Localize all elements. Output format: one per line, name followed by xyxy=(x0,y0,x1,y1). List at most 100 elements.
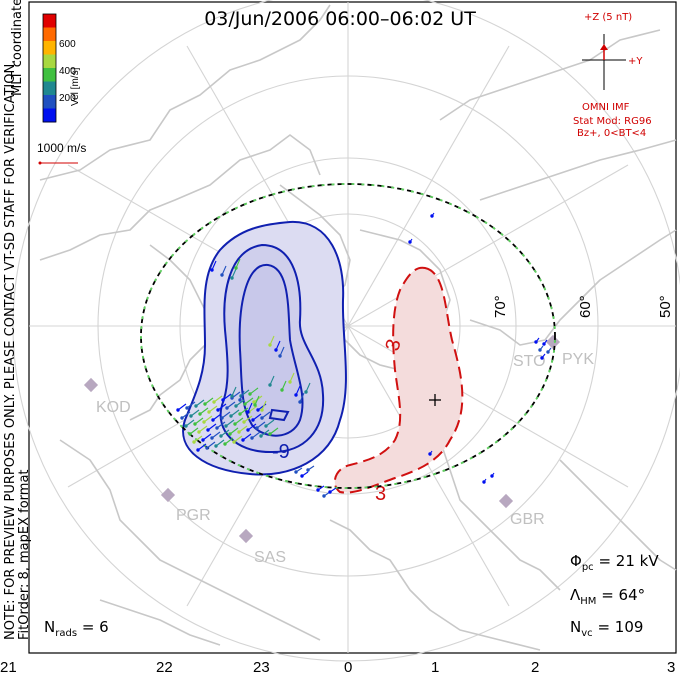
velocity-vector-origin xyxy=(238,412,242,416)
meridian-grid xyxy=(29,2,676,653)
color-bar-band xyxy=(43,14,56,28)
mlt-tick-0: 0 xyxy=(344,659,352,674)
imf-clock xyxy=(582,34,626,90)
velocity-vector-origin xyxy=(260,408,264,412)
mlt-tick-21: 21 xyxy=(0,659,17,674)
nrads-sub: rads xyxy=(55,628,78,639)
station-marker-kod xyxy=(83,377,99,393)
velocity-vector-origin xyxy=(216,408,220,412)
lat-label-50: 50° xyxy=(657,295,674,318)
velocity-vector-origin xyxy=(259,434,263,438)
color-bar-band xyxy=(43,68,56,82)
mlt-tick-22: 22 xyxy=(156,659,173,674)
velocity-vector-origin xyxy=(219,434,223,438)
velocity-vector-origin xyxy=(230,276,234,280)
velocity-vector-origin xyxy=(221,398,225,402)
velocity-vector-origin xyxy=(234,404,238,408)
velocity-vector-origin xyxy=(298,400,302,404)
velocity-vector-origin xyxy=(546,350,550,354)
velocity-vector-origin xyxy=(238,398,242,402)
velocity-vector-origin xyxy=(534,340,538,344)
velocity-vector-origin xyxy=(268,343,272,347)
preview-note-line1: NOTE: FOR PREVIEW PURPOSES ONLY. PLEASE … xyxy=(3,59,18,640)
coast-siberia xyxy=(439,29,661,121)
coast-scandinavia xyxy=(469,229,677,346)
lat-label-70: 70° xyxy=(492,295,509,318)
mlt-axis: 21 22 23 0 1 2 3 xyxy=(0,659,675,674)
mlt-tick-3: 3 xyxy=(667,659,675,674)
velocity-vector-origin xyxy=(241,438,245,442)
coast-greenland-w xyxy=(279,184,351,301)
phi-pc-stat: Φpc = 21 kV xyxy=(570,552,659,573)
color-bar-tick-200: 200 xyxy=(59,93,76,104)
velocity-vector-origin xyxy=(408,240,412,244)
velocity-vector-origin xyxy=(248,392,252,396)
velocity-vector-origin xyxy=(202,420,206,424)
velocity-vector-origin xyxy=(228,432,232,436)
positive-max-marker xyxy=(429,394,441,406)
color-bar-tick-600: 600 xyxy=(59,39,76,50)
velocity-vector-origin xyxy=(210,268,214,272)
mlt-tick-1: 1 xyxy=(431,659,439,674)
velocity-vector-origin xyxy=(274,348,278,352)
coast-lower-mid xyxy=(329,519,541,651)
nvc-value: = 109 xyxy=(597,618,644,636)
plot-frame xyxy=(28,1,677,654)
velocity-vector-origin xyxy=(211,418,215,422)
velocity-vector-origin xyxy=(212,400,216,404)
velocity-vector-origin xyxy=(242,420,246,424)
velocity-vector-origin xyxy=(253,403,257,407)
station-label-gbr: GBR xyxy=(510,511,545,528)
phi-value: = 21 kV xyxy=(598,552,659,570)
velocity-vector-origin xyxy=(220,273,224,277)
map-title: 03/Jun/2006 06:00–06:02 UT xyxy=(204,8,476,30)
lambda-symbol: Λ xyxy=(570,586,581,604)
velocity-vector-origin xyxy=(246,410,250,414)
velocity-vector-origin xyxy=(251,418,255,422)
velocity-vector-origin xyxy=(316,488,320,492)
positive-cell: 3 3 xyxy=(333,266,464,505)
velocity-vector-origin xyxy=(196,448,200,452)
velocity-vector-origin xyxy=(205,446,209,450)
velocity-vector-origin xyxy=(540,356,544,360)
mlt-tick-2: 2 xyxy=(531,659,539,674)
velocity-vector-origin xyxy=(280,388,284,392)
coast-siberia-2 xyxy=(479,139,677,201)
station-label-pgr: PGR xyxy=(176,507,211,524)
velocity-vector-origin xyxy=(260,416,264,420)
velocity-vector-origin xyxy=(252,400,256,404)
coast-canada xyxy=(39,134,321,261)
color-bar-band xyxy=(43,54,56,69)
velocity-vector-origin xyxy=(304,390,308,394)
velocity-vector-origin xyxy=(237,430,241,434)
velocity-vector-origin xyxy=(306,468,310,472)
nvc-sub: vc xyxy=(581,628,593,639)
station-label-sto: STO xyxy=(513,353,546,370)
mlt-tick-23: 23 xyxy=(253,659,270,674)
negative-contour-inner xyxy=(238,263,304,437)
velocity-vector-origin xyxy=(201,438,205,442)
color-bar-border xyxy=(42,13,57,123)
station-label-kod: KOD xyxy=(96,399,131,416)
hmb-boundary-green xyxy=(140,183,556,489)
velocity-vector-origin xyxy=(232,440,236,444)
velocity-vector-origin xyxy=(243,402,247,406)
meridian-d xyxy=(67,164,629,488)
velocity-vector-origin xyxy=(193,422,197,426)
nrads-stat: Nrads = 6 xyxy=(44,618,109,639)
velocity-vector-origin xyxy=(206,428,210,432)
negative-min-marker xyxy=(268,408,290,422)
color-bar: 600 400 200 xyxy=(42,13,76,123)
velocity-vector-origin xyxy=(428,452,432,456)
imf-condition: Bz+, 0<BT<4 xyxy=(577,128,647,139)
negative-contour-label: -9 xyxy=(272,441,290,463)
phi-symbol: Φ xyxy=(570,552,582,570)
velocity-vector-origin xyxy=(294,393,298,397)
nrads-value: = 6 xyxy=(81,618,109,636)
color-bar-label: Vel [m/s] xyxy=(70,67,81,106)
color-bar-band xyxy=(43,41,56,55)
velocity-vector-origin xyxy=(246,428,250,432)
velocity-vector-origin xyxy=(176,408,180,412)
station-label-sas: SAS xyxy=(254,549,286,566)
